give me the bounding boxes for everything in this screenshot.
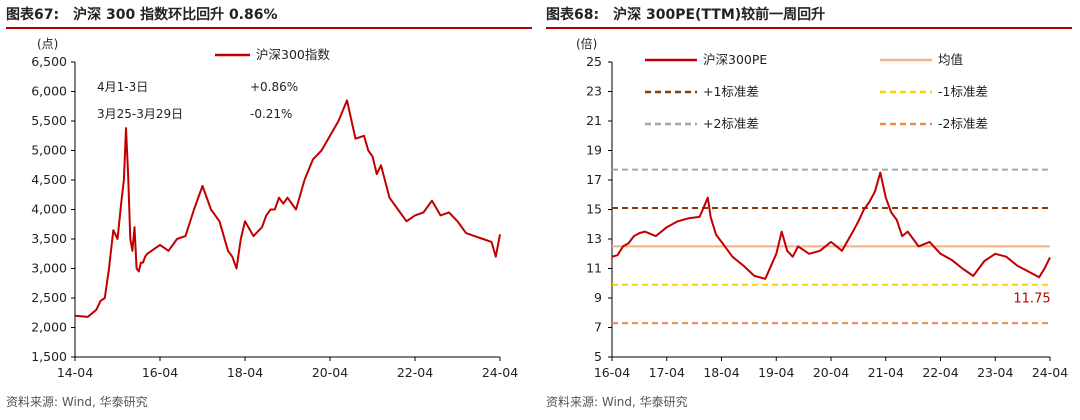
right-legend-label: -2标准差 xyxy=(938,116,988,131)
right-x-tick-label: 20-04 xyxy=(813,365,849,380)
right-y-tick-label: 15 xyxy=(586,202,602,217)
right-y-tick-label: 19 xyxy=(586,143,602,158)
left-series-line xyxy=(74,99,501,318)
left-y-tick-label: 6,500 xyxy=(31,54,67,69)
left-figure-label: 图表67: xyxy=(6,7,60,23)
right-y-tick-label: 23 xyxy=(586,84,602,99)
right-x-tick-label: 22-04 xyxy=(922,365,958,380)
left-x-tick-label: 20-04 xyxy=(312,365,348,380)
left-annotation-change-1: +0.86% xyxy=(250,80,298,94)
right-legend-label: 均值 xyxy=(938,52,963,67)
right-y-tick-label: 25 xyxy=(586,54,602,69)
left-y-tick-label: 5,500 xyxy=(31,113,67,128)
right-x-tick-label: 21-04 xyxy=(868,365,904,380)
right-x-tick-label: 16-04 xyxy=(594,365,630,380)
right-series-line xyxy=(611,171,1051,280)
right-y-tick-label: 11 xyxy=(586,261,602,276)
left-y-tick-label: 4,000 xyxy=(31,202,67,217)
left-x-tick-label: 16-04 xyxy=(142,365,178,380)
left-title-rule xyxy=(6,27,532,29)
right-chart-panel: 图表68: 沪深 300PE(TTM)较前一周回升 (倍) 5 7 9 11 13 15 17 1… xyxy=(540,0,1080,420)
left-x-tick-label: 14-04 xyxy=(57,365,93,380)
left-y-tick-label: 4,500 xyxy=(31,172,67,187)
left-y-tick-label: 3,500 xyxy=(31,231,67,246)
left-y-tick-label: 5,000 xyxy=(31,143,67,158)
right-x-tick-label: 19-04 xyxy=(758,365,794,380)
right-source-note: 资料来源: Wind, 华泰研究 xyxy=(546,395,688,409)
left-y-tick-label: 2,000 xyxy=(31,320,67,335)
right-legend-label: +1标准差 xyxy=(703,84,759,99)
right-y-tick-label: 9 xyxy=(594,290,602,305)
right-end-value-label: 11.75 xyxy=(1013,292,1050,307)
right-y-tick-label: 17 xyxy=(586,172,602,187)
left-annotation-change-2: -0.21% xyxy=(250,107,292,121)
right-figure-label: 图表68: xyxy=(546,7,600,23)
right-chart-title: 图表68: 沪深 300PE(TTM)较前一周回升 xyxy=(546,4,825,24)
right-y-tick-label: 7 xyxy=(594,320,602,335)
left-chart-svg: (点) 1,500 2,000 2,500 3,000 3,500 4,000 4,500 5,… xyxy=(31,37,518,380)
right-x-tick-label: 18-04 xyxy=(703,365,739,380)
left-annotation-period-1: 4月1-3日 xyxy=(97,80,148,94)
right-y-tick-label: 5 xyxy=(594,349,602,364)
right-y-tick-label: 21 xyxy=(586,113,602,128)
right-y-tick-label: 13 xyxy=(586,231,602,246)
left-x-tick-label: 22-04 xyxy=(397,365,433,380)
left-title-text: 沪深 300 指数环比回升 0.86% xyxy=(73,7,278,23)
right-legend-label: 沪深300PE xyxy=(703,52,767,67)
left-y-tick-label: 2,500 xyxy=(31,290,67,305)
right-title-text: 沪深 300PE(TTM)较前一周回升 xyxy=(613,7,826,23)
left-y-tick-label: 1,500 xyxy=(31,349,67,364)
right-x-tick-label: 23-04 xyxy=(977,365,1013,380)
right-title-rule xyxy=(546,27,1072,29)
left-y-unit: (点) xyxy=(37,37,58,51)
right-chart-svg: (倍) 5 7 9 11 13 15 17 19 21 23 25 16-04 17-04 18-04 19-… xyxy=(576,36,1068,380)
left-source-note: 资料来源: Wind, 华泰研究 xyxy=(6,395,148,409)
right-x-tick-label: 17-04 xyxy=(649,365,685,380)
left-y-tick-label: 6,000 xyxy=(31,84,67,99)
right-legend-label: -1标准差 xyxy=(938,84,988,99)
left-x-tick-label: 18-04 xyxy=(227,365,263,380)
right-legend-label: +2标准差 xyxy=(703,116,759,131)
left-y-tick-label: 3,000 xyxy=(31,261,67,276)
left-chart-panel: 图表67: 沪深 300 指数环比回升 0.86% (点) 1,500 2,000 2,… xyxy=(6,4,532,409)
left-legend-label: 沪深300指数 xyxy=(256,47,330,62)
left-annotation-period-2: 3月25-3月29日 xyxy=(97,107,183,121)
left-chart-title: 图表67: 沪深 300 指数环比回升 0.86% xyxy=(6,4,278,24)
left-x-tick-label: 24-04 xyxy=(482,365,518,380)
right-y-unit: (倍) xyxy=(576,36,597,51)
right-x-tick-label: 24-04 xyxy=(1032,365,1068,380)
